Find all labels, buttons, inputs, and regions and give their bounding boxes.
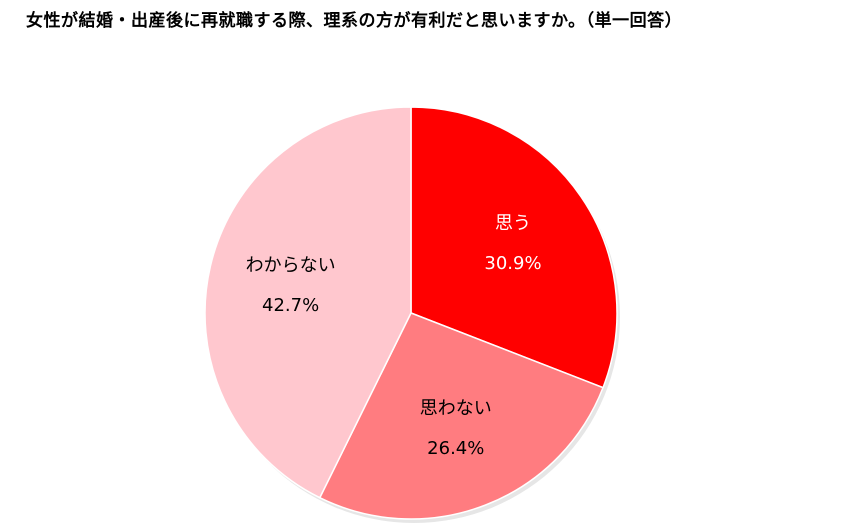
slice-value-label: 42.7%: [262, 295, 319, 316]
pie-slice-2: [204, 106, 412, 499]
slice-label: 思う: [495, 213, 531, 234]
chart-title: 女性が結婚・出産後に再就職する際、理系の方が有利だと思いますか。（単一回答）: [26, 11, 683, 31]
slice-label: 思わない: [420, 398, 492, 419]
pie-slice-1: [318, 312, 604, 520]
slice-label: わからない: [246, 255, 336, 276]
slice-value-label: 30.9%: [484, 253, 541, 274]
pie-slice-0: [410, 106, 618, 389]
slice-value-label: 26.4%: [427, 438, 484, 459]
